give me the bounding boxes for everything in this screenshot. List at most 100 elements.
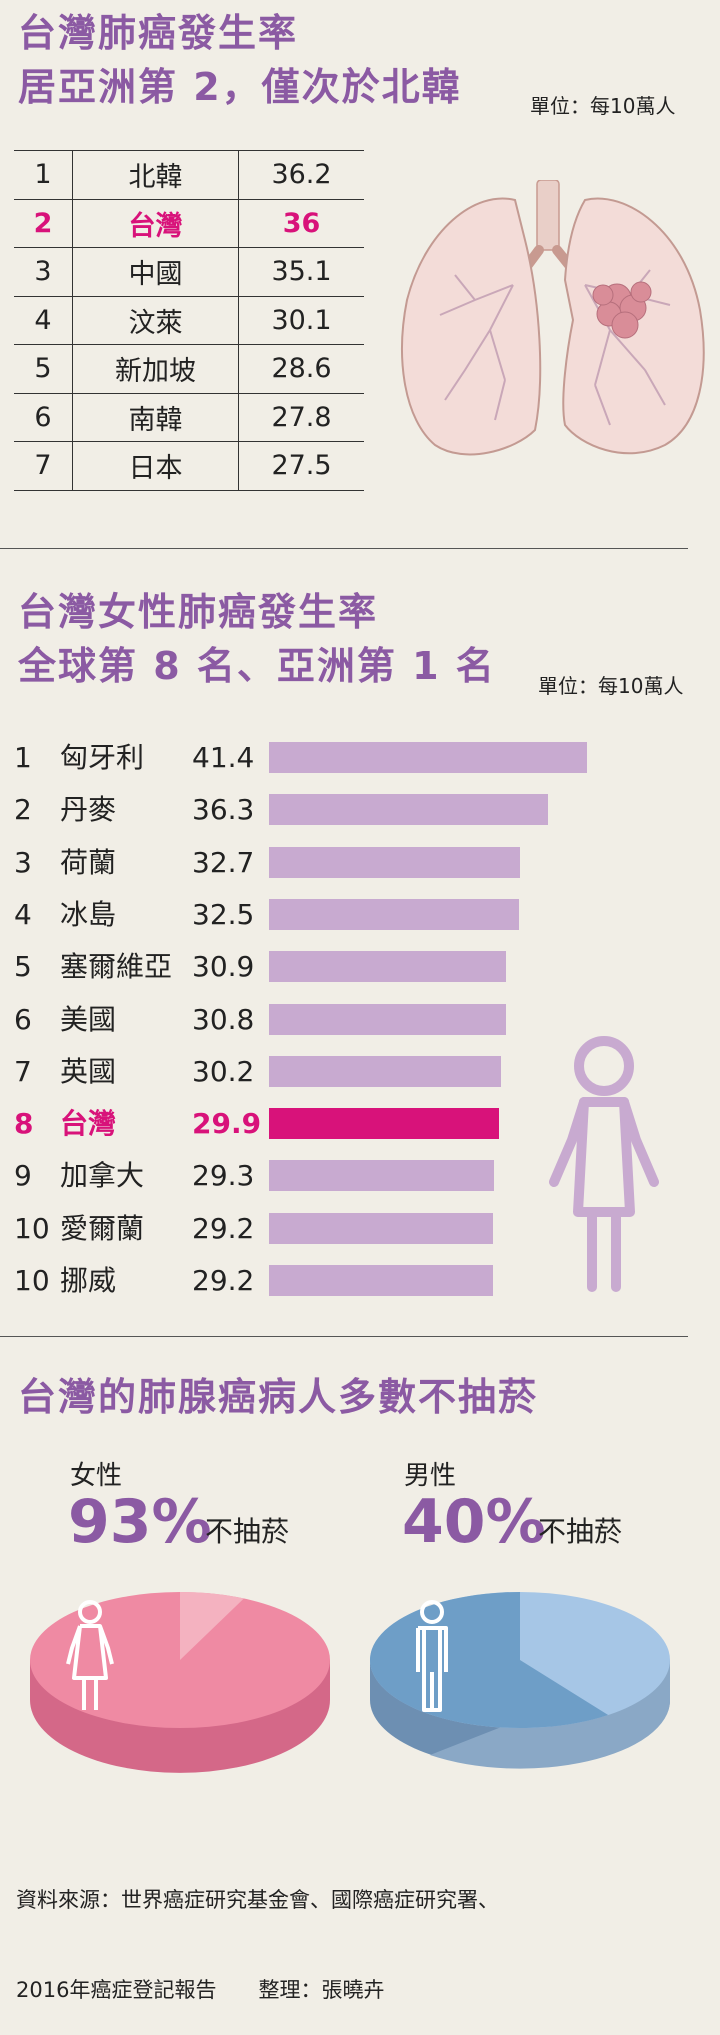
rank-cell: 2 — [14, 198, 73, 248]
female-percent: 93% — [68, 1487, 212, 1557]
bar-row: 10 愛爾蘭 29.2 — [0, 1211, 720, 1263]
male-percent: 40% — [402, 1487, 546, 1557]
bar-category-label: 美國 — [60, 1002, 117, 1036]
source-note: 資料來源：世界癌症研究基金會、國際癌症研究署、 2016年癌症登記報告 整理：張… — [16, 1825, 499, 2035]
section1-unit: 單位：每10萬人 — [530, 94, 676, 118]
female-pie — [30, 1592, 330, 1773]
rank-cell: 3 — [14, 247, 73, 297]
bar-category-label: 英國 — [60, 1054, 117, 1088]
bar-category-label: 丹麥 — [60, 793, 117, 827]
bar-category-label: 愛爾蘭 — [60, 1211, 145, 1245]
bar-category-label: 台灣 — [60, 1107, 117, 1141]
section1-title-line1: 台灣肺癌發生率 — [18, 11, 299, 55]
bar-row: 2 丹麥 36.3 — [0, 792, 720, 844]
section2-title-line2: 全球第 8 名、亞洲第 1 名 — [18, 644, 496, 688]
source-line1: 資料來源：世界癌症研究基金會、國際癌症研究署、 — [16, 1888, 499, 1912]
bar-rank-label: 5 — [14, 950, 32, 984]
bar-row: 7 英國 30.2 — [0, 1054, 720, 1106]
bar-category-label: 塞爾維亞 — [60, 950, 173, 984]
section1-title-line2: 居亞洲第 2，僅次於北韓 — [18, 65, 462, 109]
bar-row: 9 加拿大 29.3 — [0, 1158, 720, 1210]
value-cell: 35.1 — [238, 247, 364, 297]
section-divider-2 — [0, 1336, 688, 1337]
bar-rank-label: 9 — [14, 1159, 32, 1193]
bar — [269, 1055, 501, 1087]
asia-rank-table: 1 北韓 36.2 2 台灣 36 3 中國 35.1 4 汶萊 30.1 5 新加坡 28.6 6 南韓 27.… — [14, 150, 364, 491]
bar-row: 6 美國 30.8 — [0, 1002, 720, 1054]
table-row: 4 汶萊 30.1 — [14, 295, 364, 345]
bar — [269, 1108, 499, 1140]
country-cell: 北韓 — [72, 150, 239, 200]
nonsmoker-pie-charts — [30, 1592, 671, 1773]
value-cell: 36 — [238, 198, 364, 248]
bar-value-label: 36.3 — [192, 793, 255, 827]
value-cell: 28.6 — [238, 344, 364, 394]
bar-value-label: 30.8 — [192, 1002, 255, 1036]
bar-rank-label: 4 — [14, 897, 32, 931]
bar-category-label: 匈牙利 — [60, 741, 145, 774]
table-row: 6 南韓 27.8 — [14, 392, 364, 442]
bar — [269, 742, 587, 773]
bar — [269, 951, 507, 983]
value-cell: 30.1 — [238, 295, 364, 345]
bar-value-label: 29.2 — [192, 1211, 255, 1245]
bar-rank-label: 10 — [14, 1264, 50, 1297]
male-pie — [369, 1592, 671, 1769]
bar-value-label: 29.3 — [192, 1159, 255, 1193]
section-divider-1 — [0, 548, 688, 549]
section2-title-line1: 台灣女性肺癌發生率 — [18, 590, 379, 634]
bar-value-label: 30.2 — [192, 1054, 255, 1088]
bar — [269, 898, 519, 930]
bar-rank-label: 7 — [14, 1054, 32, 1088]
section3-title: 台灣的肺腺癌病人多數不抽菸 — [18, 1375, 539, 1419]
bar-value-label: 29.9 — [192, 1107, 262, 1141]
bar-value-label: 30.9 — [192, 950, 255, 984]
rank-cell: 1 — [14, 150, 73, 200]
bar-rank-label: 1 — [14, 741, 32, 774]
table-row: 5 新加坡 28.6 — [14, 344, 364, 394]
bar-category-label: 荷蘭 — [60, 845, 117, 879]
country-cell: 台灣 — [72, 198, 239, 248]
bar-rank-label: 10 — [14, 1211, 50, 1245]
bar-row: 8 台灣 29.9 — [0, 1106, 720, 1158]
bar-category-label: 加拿大 — [60, 1159, 145, 1193]
bar-value-label: 41.4 — [192, 741, 255, 774]
bar — [269, 794, 548, 826]
country-cell: 汶萊 — [72, 295, 239, 345]
bar-rank-label: 3 — [14, 845, 32, 879]
bar-value-label: 32.7 — [192, 845, 255, 879]
male-figure-icon — [416, 1600, 448, 1712]
bar-rank-label: 6 — [14, 1002, 32, 1036]
source-line2: 2016年癌症登記報告 整理：張曉卉 — [16, 1978, 385, 2002]
female-figure-icon — [66, 1600, 114, 1710]
bar — [269, 1160, 495, 1192]
country-cell: 日本 — [72, 441, 239, 491]
section2-unit: 單位：每10萬人 — [538, 674, 684, 698]
bar-category-label: 冰島 — [60, 897, 117, 931]
male-nosmoke-label: 不抽菸 — [538, 1515, 623, 1548]
rank-cell: 6 — [14, 392, 73, 442]
section2-title: 台灣女性肺癌發生率 全球第 8 名、亞洲第 1 名 — [18, 585, 496, 693]
bar-row: 3 荷蘭 32.7 — [0, 845, 720, 897]
table-row: 3 中國 35.1 — [14, 247, 364, 297]
section1-title: 台灣肺癌發生率 居亞洲第 2，僅次於北韓 — [18, 6, 462, 114]
bar-row: 10 挪威 29.2 — [0, 1263, 720, 1315]
bar-row: 1 匈牙利 41.4 — [0, 740, 720, 792]
table-row: 2 台灣 36 — [14, 198, 364, 248]
bar-rank-label: 8 — [14, 1107, 34, 1141]
country-cell: 南韓 — [72, 392, 239, 442]
woman-icon — [549, 1036, 659, 1292]
value-cell: 27.5 — [238, 441, 364, 491]
country-cell: 中國 — [72, 247, 239, 297]
lung-illustration — [401, 180, 705, 456]
rank-cell: 7 — [14, 441, 73, 491]
table-row: 7 日本 27.5 — [14, 441, 364, 491]
bar-value-label: 29.2 — [192, 1264, 255, 1297]
value-cell: 36.2 — [238, 150, 364, 200]
bar — [269, 1003, 506, 1035]
bar-row: 4 冰島 32.5 — [0, 897, 720, 949]
bar — [269, 846, 521, 878]
bar — [269, 1212, 494, 1244]
bar-row: 5 塞爾維亞 30.9 — [0, 949, 720, 1001]
bar-rank-label: 2 — [14, 793, 32, 827]
